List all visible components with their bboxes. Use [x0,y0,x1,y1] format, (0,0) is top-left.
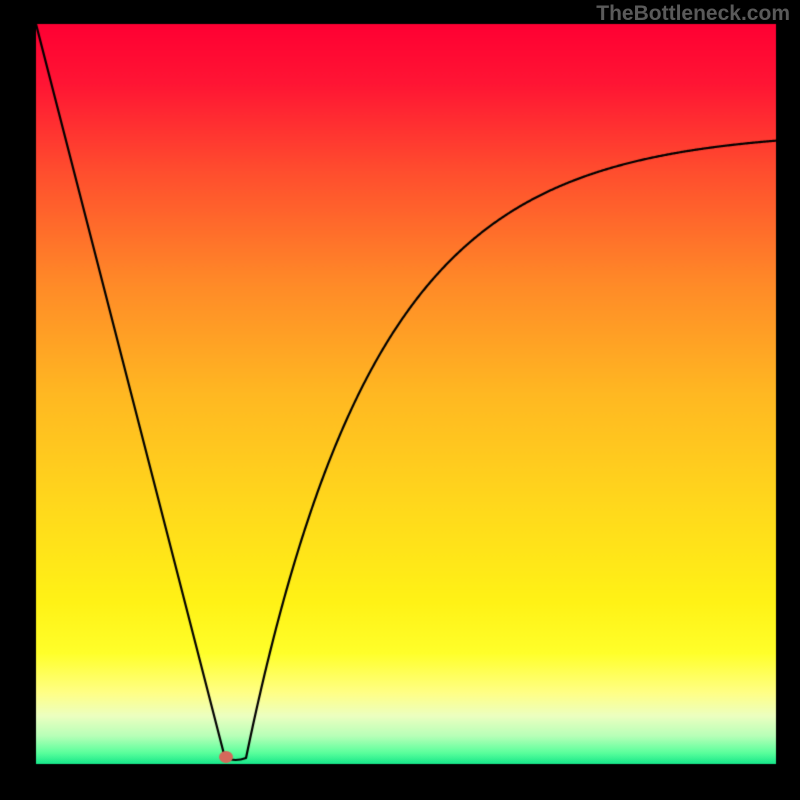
bottleneck-chart-canvas [0,0,800,800]
watermark-label: TheBottleneck.com [596,2,790,26]
chart-stage: TheBottleneck.com [0,0,800,800]
